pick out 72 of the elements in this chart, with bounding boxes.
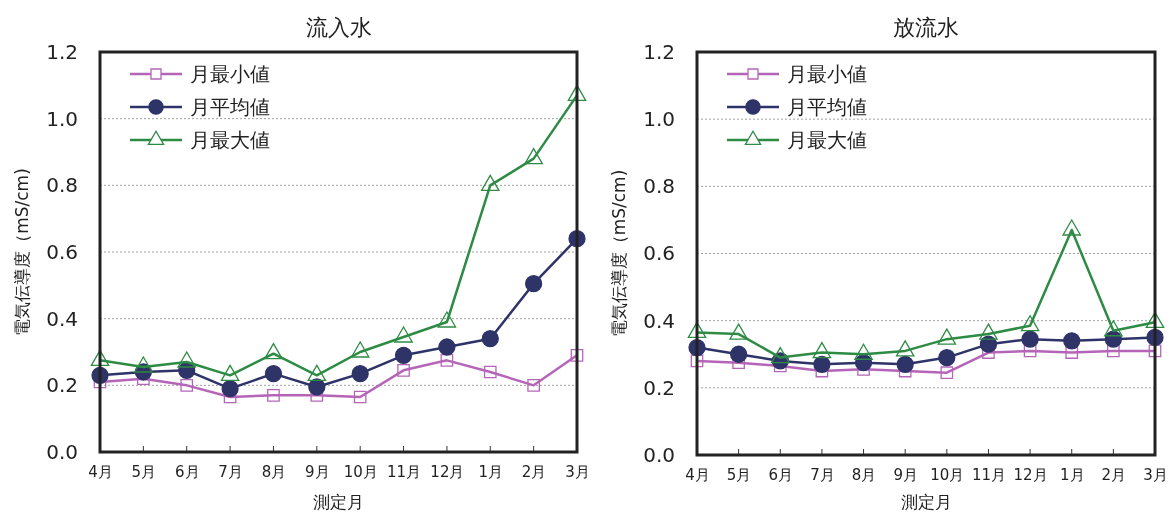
point	[351, 365, 369, 383]
x-tick-label: 8月	[261, 462, 287, 481]
point	[264, 343, 283, 360]
point	[483, 365, 497, 379]
point	[481, 330, 499, 348]
legend-label: 月平均値	[190, 95, 270, 119]
x-tick-label: 2月	[521, 462, 547, 481]
x-tick-label: 6月	[768, 465, 794, 484]
point	[353, 390, 367, 404]
y-axis-title: 電気伝導度（mS/cm)	[609, 169, 629, 338]
x-tick-label: 9月	[893, 465, 918, 484]
chart-title: 放流水	[893, 15, 959, 40]
point	[308, 378, 326, 396]
y-tick-label: 0.4	[643, 308, 675, 333]
x-tick-label: 5月	[131, 462, 157, 481]
point	[394, 346, 413, 364]
y-tick-label: 0.0	[46, 439, 78, 464]
y-axis-title: 電気伝導度（mS/cm)	[12, 168, 32, 336]
legend-label: 月最大値	[190, 128, 270, 152]
point	[438, 338, 456, 356]
point	[397, 363, 410, 377]
x-tick-label: 8月	[851, 465, 877, 484]
point	[180, 378, 194, 392]
point	[570, 348, 584, 362]
y-tick-label: 0.4	[46, 306, 78, 331]
x-tick-label: 11月	[971, 465, 1006, 484]
point	[267, 388, 280, 402]
legend-label: 月最大値	[787, 128, 867, 152]
point	[221, 380, 239, 398]
x-tick-label: 10月	[930, 465, 965, 484]
y-tick-label: 1.0	[643, 107, 675, 132]
x-tick-label: 11月	[387, 462, 422, 481]
x-tick-label: 1月	[478, 462, 504, 481]
y-tick-label: 0.2	[46, 373, 78, 398]
x-tick-label: 7月	[810, 465, 835, 484]
x-tick-label: 12月	[430, 462, 465, 481]
point	[527, 378, 540, 392]
point	[480, 174, 500, 191]
x-tick-label: 1月	[1059, 465, 1085, 484]
x-tick-label: 5月	[726, 465, 752, 484]
y-tick-label: 0.6	[643, 241, 675, 266]
chart-title: 流入水	[305, 15, 372, 40]
point	[567, 84, 587, 101]
point	[394, 326, 413, 343]
x-tick-label: 12月	[1013, 465, 1048, 484]
y-tick-label: 0.2	[643, 375, 675, 400]
point	[437, 311, 457, 328]
x-axis-title: 測定月	[900, 492, 952, 512]
y-tick-label: 0.8	[46, 173, 78, 198]
x-tick-label: 4月	[685, 465, 710, 484]
legend-label: 月最小値	[787, 62, 867, 86]
x-tick-label: 3月	[1143, 465, 1168, 484]
x-tick-label: 2月	[1101, 465, 1127, 484]
x-tick-label: 10月	[343, 462, 378, 481]
y-tick-label: 1.2	[643, 39, 675, 64]
y-tick-label: 1.0	[46, 106, 78, 131]
x-tick-label: 9月	[305, 462, 330, 481]
legend-label: 月平均値	[787, 95, 867, 119]
point	[264, 365, 283, 383]
y-tick-label: 0.8	[643, 174, 675, 199]
y-tick-label: 1.2	[46, 39, 78, 64]
point	[440, 353, 454, 367]
point	[525, 275, 543, 293]
y-tick-label: 0.0	[643, 442, 675, 467]
x-tick-label: 4月	[88, 462, 113, 481]
y-tick-label: 0.6	[46, 239, 78, 264]
x-axis-title: 測定月	[313, 492, 364, 512]
point	[524, 148, 543, 165]
x-tick-label: 3月	[565, 462, 590, 481]
x-tick-label: 7月	[218, 462, 243, 481]
x-tick-label: 6月	[174, 462, 200, 481]
legend-label: 月最小値	[190, 62, 270, 86]
